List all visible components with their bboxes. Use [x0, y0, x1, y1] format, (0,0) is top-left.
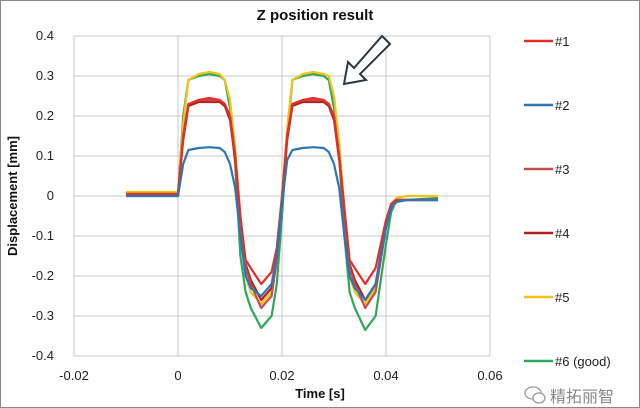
y-tick-label: 0.2	[36, 108, 54, 123]
legend: #1 #2 #3 #4 #5 #6 (good)	[524, 34, 611, 369]
y-tick-label: -0.1	[32, 228, 54, 243]
chart-title: Z position result	[257, 7, 374, 24]
y-tick-label: -0.4	[32, 348, 54, 363]
series-line-1	[126, 96, 438, 286]
y-tick-label: 0.4	[36, 28, 54, 43]
y-tick-labels: 0.4 0.3 0.2 0.1 0 -0.1 -0.2 -0.3 -0.4	[32, 28, 54, 363]
annotation-arrow-icon	[342, 34, 392, 86]
x-tick-label: 0	[174, 368, 181, 383]
series-lines	[126, 70, 439, 332]
x-tick-label: 0.02	[269, 368, 294, 383]
series-line-2	[126, 146, 438, 302]
legend-label: #2	[555, 98, 569, 113]
x-axis-label: Time [s]	[295, 386, 345, 401]
x-tick-label: 0.04	[373, 368, 398, 383]
x-tick-label: -0.02	[59, 368, 89, 383]
legend-label: #4	[555, 226, 569, 241]
watermark: 精拓丽智	[550, 388, 614, 406]
y-tick-label: 0	[47, 188, 54, 203]
x-tick-labels: -0.02 0 0.02 0.04 0.06	[59, 368, 502, 383]
legend-label: #6 (good)	[555, 354, 611, 369]
legend-label: #1	[555, 34, 569, 49]
legend-label: #3	[555, 162, 569, 177]
x-tick-label: 0.06	[477, 368, 502, 383]
legend-label: #5	[555, 290, 569, 305]
y-tick-label: -0.3	[32, 308, 54, 323]
y-axis-label: Displacement [mm]	[5, 136, 20, 256]
y-tick-label: 0.3	[36, 68, 54, 83]
series-line-5	[126, 70, 438, 306]
wechat-icon	[524, 386, 546, 404]
y-tick-label: -0.2	[32, 268, 54, 283]
y-tick-label: 0.1	[36, 148, 54, 163]
